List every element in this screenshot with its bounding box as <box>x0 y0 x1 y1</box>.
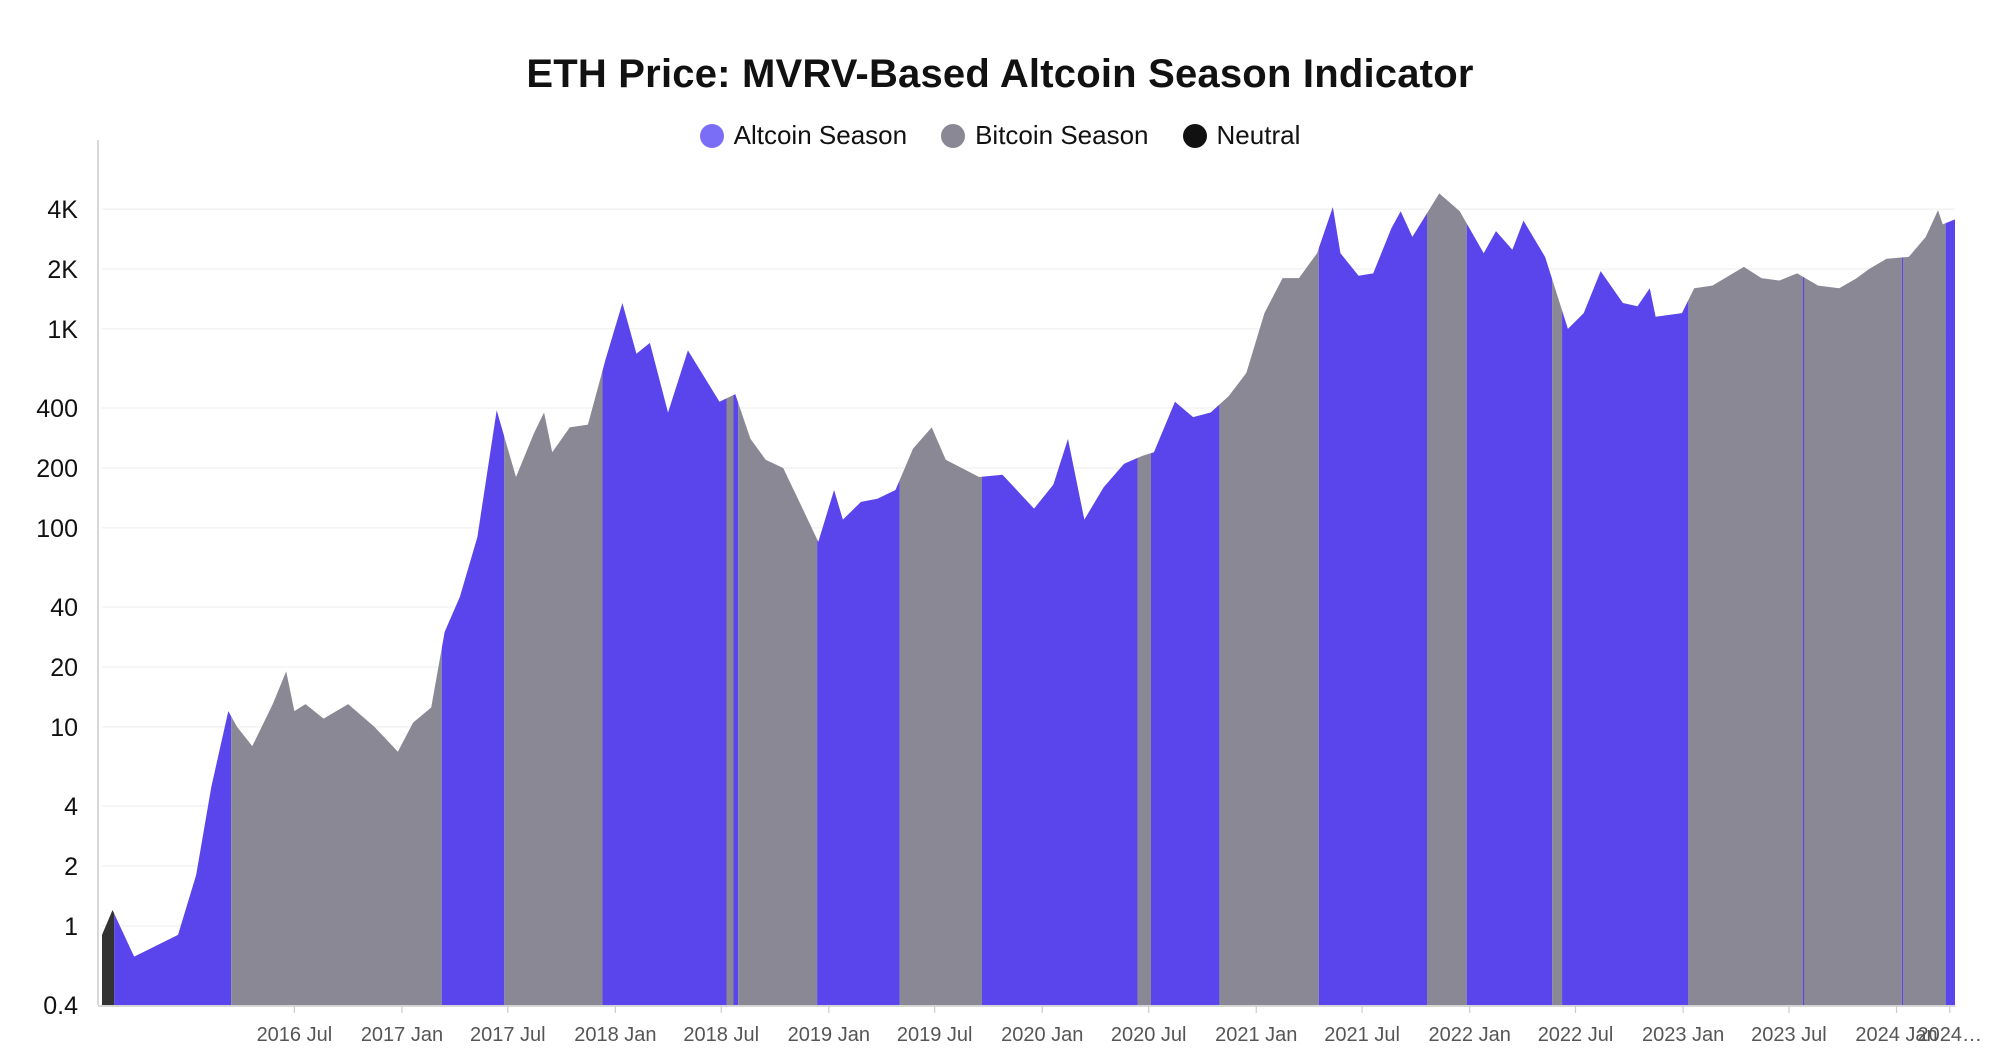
legend-label-altcoin: Altcoin Season <box>733 120 908 150</box>
y-tick-label: 0.4 <box>43 992 78 1020</box>
season-band-altcoin <box>1945 193 1955 1005</box>
season-band-bitcoin <box>738 193 818 1005</box>
y-tick-label: 100 <box>36 515 78 543</box>
axes <box>97 140 1955 1007</box>
x-tick-label: 2017 Jan <box>361 1024 443 1046</box>
x-tick-label: 2019 Jul <box>897 1024 973 1046</box>
season-band-bitcoin <box>1552 193 1563 1005</box>
x-tick-label: 2021 Jan <box>1215 1024 1297 1046</box>
x-tick-label: 2016 Jul <box>257 1024 333 1046</box>
legend-dot-bitcoin <box>941 123 966 148</box>
y-tick-label: 10 <box>50 714 78 742</box>
legend: Altcoin Season Bitcoin Season Neutral <box>0 120 2000 151</box>
y-tick-label: 200 <box>36 455 78 483</box>
x-tick-label: 2020 Jul <box>1111 1024 1187 1046</box>
season-band-altcoin <box>1901 193 1904 1005</box>
x-tick-label: 2017 Jul <box>470 1024 546 1046</box>
y-tick-label: 4 <box>64 793 78 821</box>
season-band-altcoin <box>1802 193 1805 1005</box>
y-tick-label: 1K <box>47 316 78 344</box>
legend-dot-neutral <box>1182 123 1207 148</box>
season-band-altcoin <box>1151 193 1220 1005</box>
season-band-bitcoin <box>1688 193 1803 1005</box>
season-band-bitcoin <box>726 193 734 1005</box>
season-band-altcoin <box>733 193 739 1005</box>
y-tick-label: 2 <box>64 853 78 881</box>
y-tick-label: 2K <box>47 256 78 284</box>
y-tick-label: 20 <box>50 654 78 682</box>
x-tick-label: 2024 Jan <box>1855 1024 1937 1046</box>
y-tick-label: 4K <box>47 196 78 224</box>
y-tick-label: 1 <box>64 913 78 941</box>
season-band-altcoin <box>982 193 1138 1005</box>
x-tick-label: 2023 Jul <box>1751 1024 1827 1046</box>
x-tick-label: 2018 Jan <box>574 1024 656 1046</box>
legend-dot-altcoin <box>699 123 724 148</box>
season-band-bitcoin <box>504 193 603 1005</box>
season-area <box>102 193 1955 1005</box>
season-band-bitcoin <box>1426 193 1467 1005</box>
season-band-altcoin <box>1466 193 1553 1005</box>
x-tick-label: 2023 Jan <box>1642 1024 1724 1046</box>
season-band-altcoin <box>817 193 900 1005</box>
x-tick-label: 2020 Jan <box>1001 1024 1083 1046</box>
season-band-altcoin <box>114 193 232 1005</box>
x-tick-label: 2021 Jul <box>1324 1024 1400 1046</box>
season-band-bitcoin <box>1804 193 1902 1005</box>
season-band-bitcoin <box>1219 193 1319 1005</box>
x-tick-label: 2024… <box>1917 1024 1982 1046</box>
legend-label-neutral: Neutral <box>1216 120 1301 150</box>
x-tick-label: 2022 Jul <box>1538 1024 1614 1046</box>
legend-item-altcoin[interactable]: Altcoin Season <box>699 120 908 151</box>
y-tick-label: 40 <box>50 594 78 622</box>
season-band-altcoin <box>1562 193 1689 1005</box>
season-band-altcoin <box>1318 193 1427 1005</box>
season-band-bitcoin <box>1137 193 1152 1005</box>
x-tick-label: 2022 Jan <box>1429 1024 1511 1046</box>
season-band-bitcoin <box>1902 193 1946 1005</box>
x-tick-label: 2019 Jan <box>788 1024 870 1046</box>
chart-title: ETH Price: MVRV-Based Altcoin Season Ind… <box>526 52 1474 96</box>
season-band-bitcoin <box>231 193 442 1005</box>
legend-label-bitcoin: Bitcoin Season <box>975 120 1149 150</box>
season-band-altcoin <box>441 193 505 1005</box>
legend-item-bitcoin[interactable]: Bitcoin Season <box>941 120 1149 151</box>
season-band-neutral <box>102 193 115 1005</box>
x-axis-ticks: 2016 Jul 2017 Jan 2017 Jul 2018 Jan 2018 Jul… <box>257 1006 1982 1046</box>
y-tick-label: 400 <box>36 395 78 423</box>
legend-item-neutral[interactable]: Neutral <box>1182 120 1301 151</box>
season-band-altcoin <box>602 193 727 1005</box>
x-tick-label: 2018 Jul <box>683 1024 759 1046</box>
y-axis-ticks: 4K 2K 1K 400 200 100 40 20 10 4 2 1 0.4 <box>36 196 78 1020</box>
season-band-bitcoin <box>899 193 983 1005</box>
